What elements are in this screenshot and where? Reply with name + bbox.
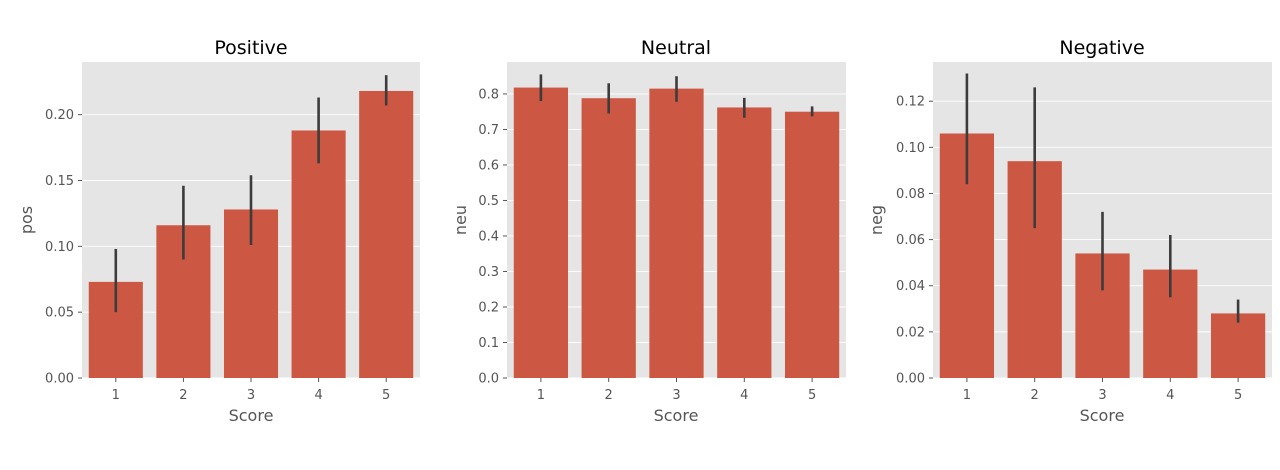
x-tick-label: 5	[382, 388, 390, 403]
y-tick-label: 0.2	[478, 300, 499, 315]
bar-score-4	[291, 130, 346, 378]
chart-positive: Positive pos Score 0.00 0.05 0.10 0.15 0.20 1…	[17, 37, 420, 425]
x-tick-label: 3	[672, 388, 680, 403]
y-tick-label: 0.15	[45, 174, 74, 189]
bar-score-5	[359, 90, 414, 378]
x-tick-label: 5	[1234, 388, 1242, 403]
x-tick-label: 1	[537, 388, 545, 403]
y-tick-label: 0.6	[478, 158, 499, 173]
y-tick-label: 0.0	[478, 372, 499, 387]
chart-neutral: Neutral neu Score 0.0 0.1 0.2 0.3 0.4 0.5 0.6 0…	[451, 37, 846, 425]
y-tick-label: 0.12	[896, 95, 925, 110]
y-tick-label: 0.05	[45, 306, 74, 321]
y-tick-label: 0.5	[478, 194, 499, 209]
x-axis-label: Score	[654, 406, 699, 425]
x-tick-label: 2	[605, 388, 613, 403]
y-tick-label: 0.08	[896, 187, 925, 202]
x-axis-label: Score	[229, 406, 274, 425]
x-tick-label: 2	[179, 388, 187, 403]
y-tick-label: 0.3	[478, 265, 499, 280]
x-tick-label: 1	[112, 388, 120, 403]
y-tick-label: 0.02	[896, 325, 925, 340]
y-tick-label: 0.7	[478, 123, 499, 138]
x-tick-label: 4	[740, 388, 748, 403]
y-tick-label: 0.00	[45, 372, 74, 387]
x-tick-label: 3	[1098, 388, 1106, 403]
bar-score-3	[649, 88, 704, 378]
y-axis-label: neu	[451, 205, 470, 235]
chart-title: Negative	[1059, 37, 1144, 59]
x-axis-label: Score	[1080, 406, 1125, 425]
bar-score-5	[1210, 313, 1266, 378]
chart-title: Positive	[214, 37, 287, 59]
y-axis-label: pos	[17, 206, 36, 234]
x-tick-label: 4	[1166, 388, 1174, 403]
bar-score-4	[717, 107, 772, 378]
y-tick-label: 0.04	[896, 279, 925, 294]
y-tick-label: 0.00	[896, 372, 925, 387]
y-tick-label: 0.06	[896, 233, 925, 248]
bar-score-5	[784, 111, 840, 379]
y-tick-label: 0.10	[45, 240, 74, 255]
y-axis-label: neg	[867, 205, 886, 235]
x-tick-label: 5	[808, 388, 816, 403]
x-tick-label: 2	[1031, 388, 1039, 403]
y-tick-label: 0.10	[896, 141, 925, 156]
x-tick-label: 3	[247, 388, 255, 403]
bar-score-1	[513, 87, 569, 379]
y-tick-label: 0.8	[478, 87, 499, 102]
y-tick-label: 0.1	[478, 336, 499, 351]
y-tick-label: 0.20	[45, 108, 74, 123]
x-tick-label: 1	[963, 388, 971, 403]
chart-negative: Negative neg Score 0.00 0.02 0.04 0.06 0.08 0…	[867, 37, 1272, 425]
y-tick-label: 0.4	[478, 229, 499, 244]
chart-title: Neutral	[641, 37, 711, 59]
x-tick-label: 4	[314, 388, 322, 403]
bar-score-2	[581, 98, 636, 378]
